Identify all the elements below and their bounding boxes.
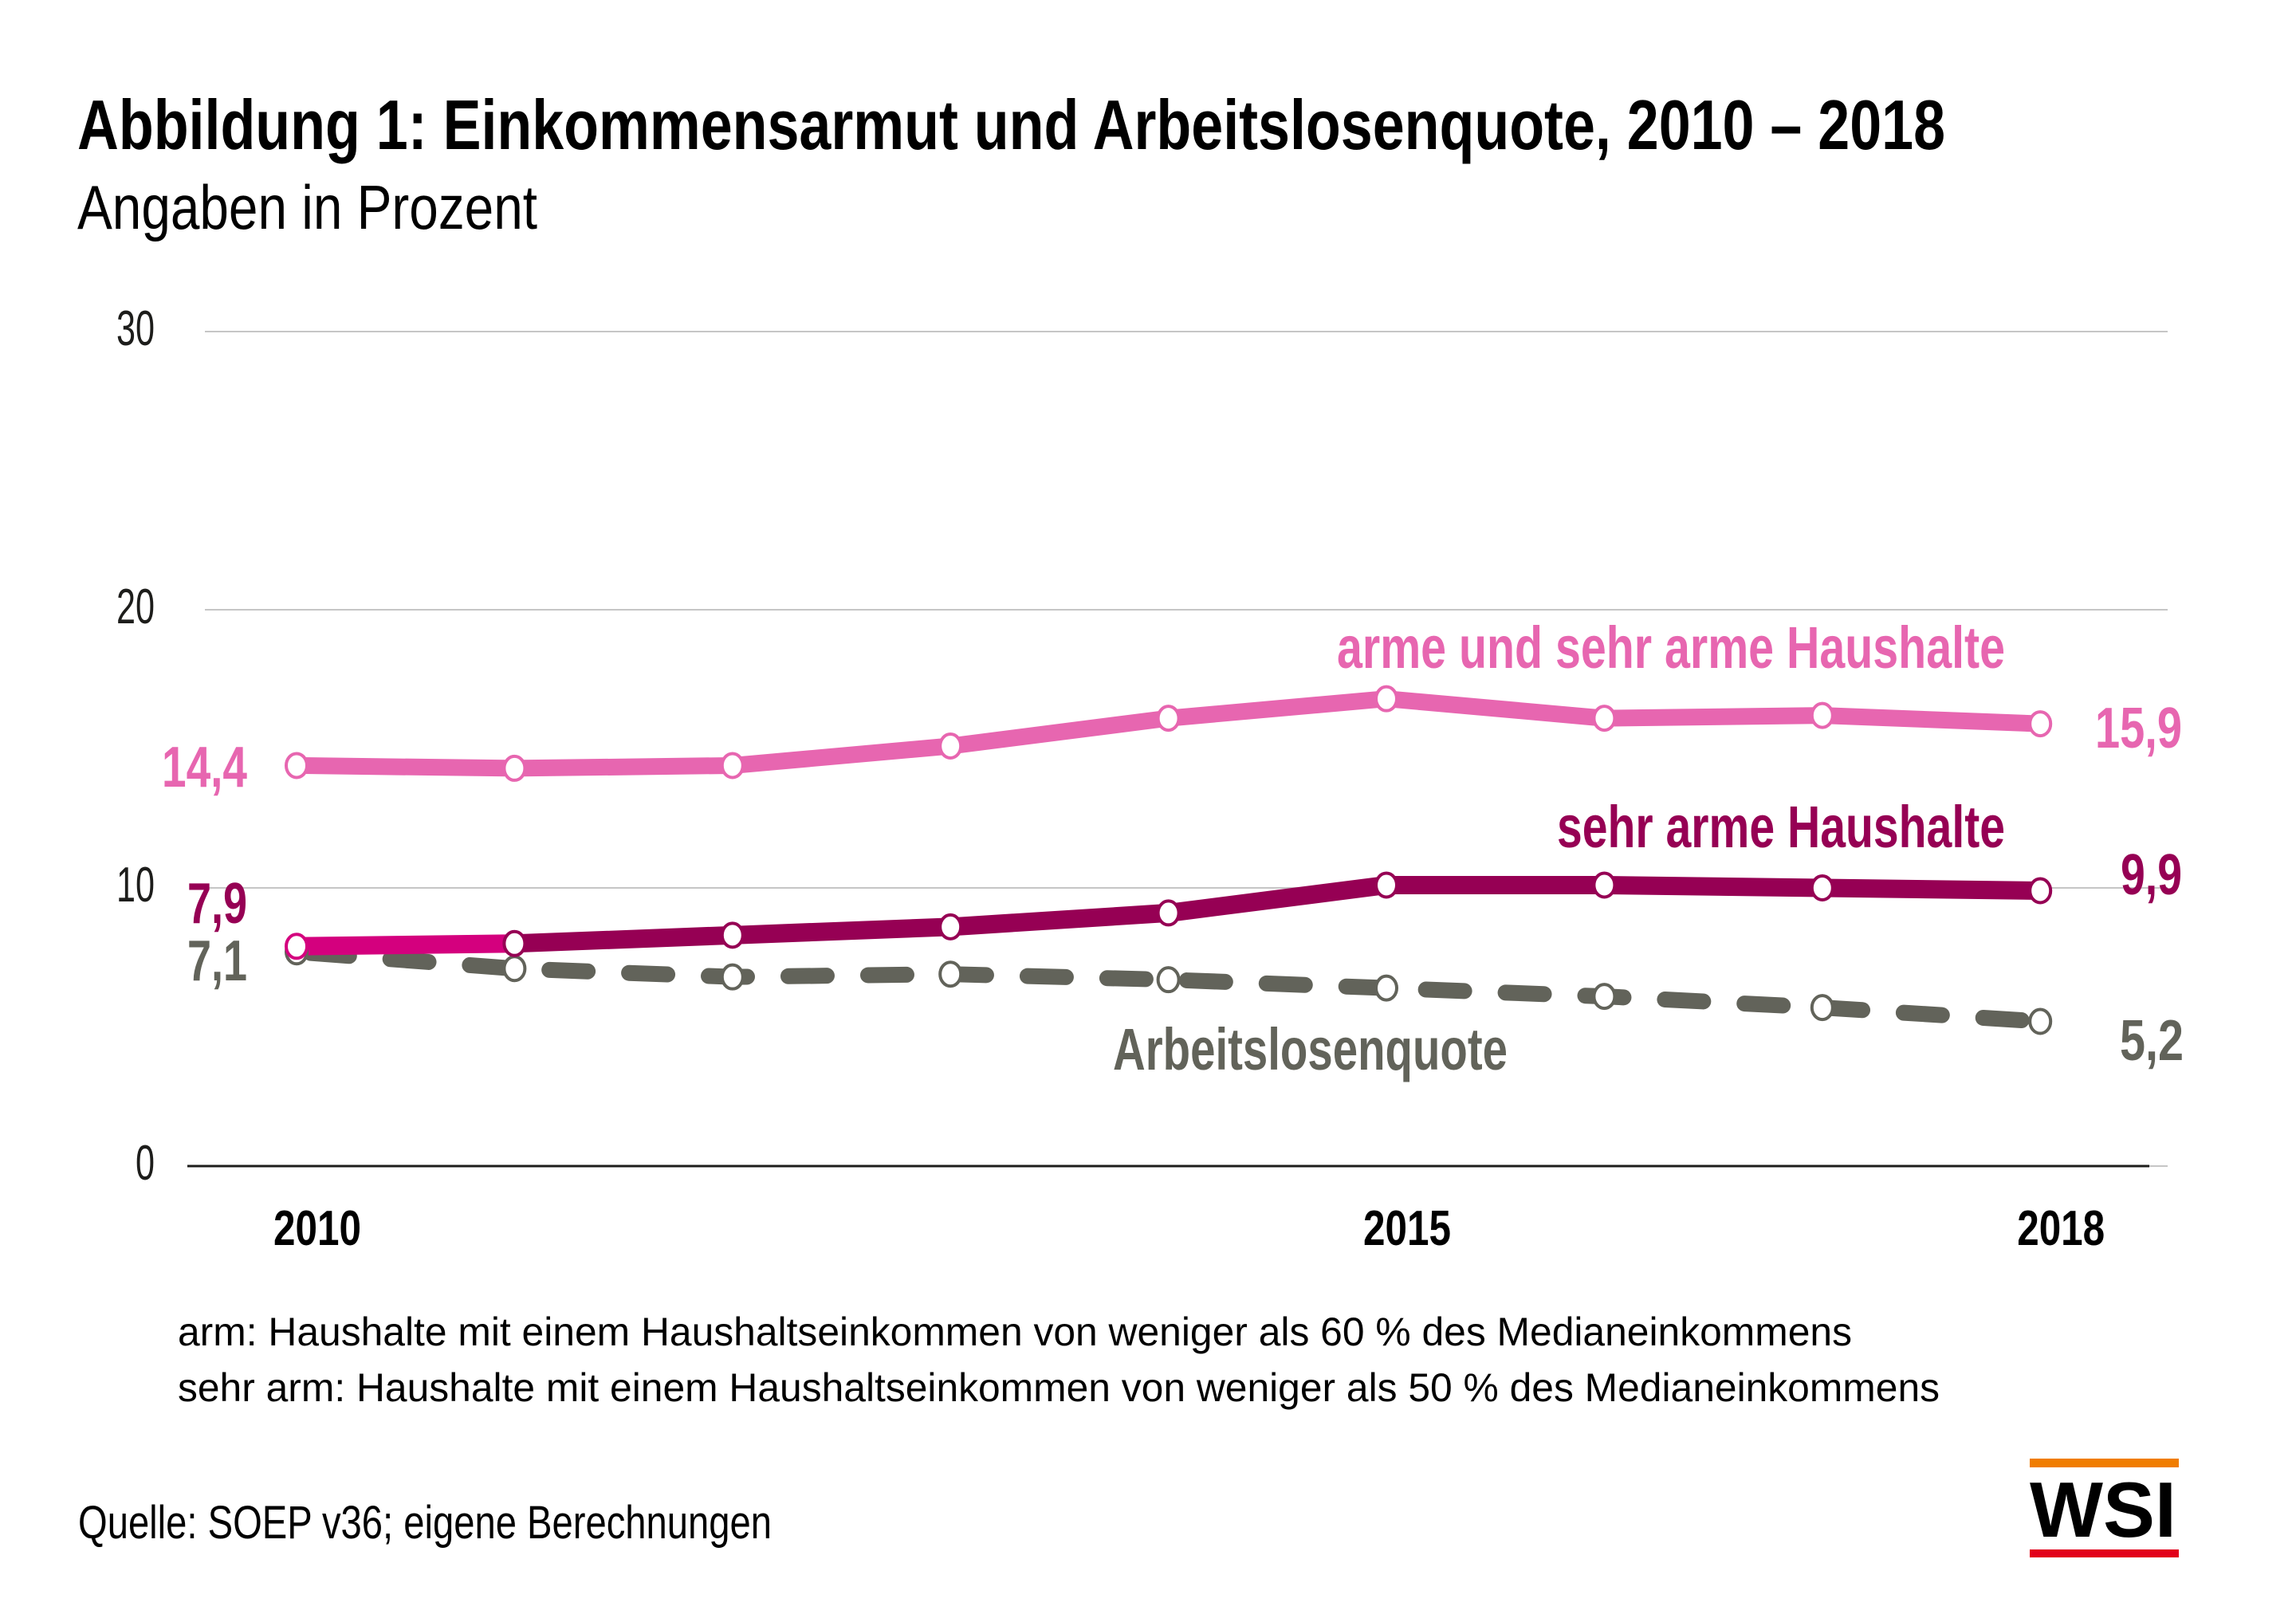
x-axis-tick-labels: 2010 2015 2018: [273, 1201, 2105, 1256]
y-tick-label: 20: [116, 579, 155, 634]
data-point-arme-und-sehr-arme-haushalte-2015: [1374, 685, 1398, 713]
value-label-arbeitslosenquote-start: 7,1: [187, 929, 247, 993]
data-point-arbeitslosenquote-2015: [1374, 974, 1398, 1002]
series-label-arme-und-sehr-arme: arme und sehr arme Haushalte: [1337, 615, 2005, 681]
data-point-sehr-arme-haushalte-2018: [2028, 877, 2053, 905]
y-tick-label: 10: [116, 858, 155, 913]
wsi-logo: WSI: [2030, 1459, 2179, 1557]
data-point-arme-und-sehr-arme-haushalte-2011: [502, 754, 527, 782]
data-point-sehr-arme-haushalte-2015: [1374, 871, 1398, 899]
data-point-arbeitslosenquote-2013: [938, 960, 963, 988]
x-tick-label: 2010: [273, 1201, 361, 1256]
data-point-arme-und-sehr-arme-haushalte-2014: [1156, 705, 1181, 732]
data-point-arbeitslosenquote-2017: [1810, 994, 1834, 1022]
value-label-arme-start: 14,4: [162, 736, 247, 799]
y-tick-label: 30: [116, 301, 155, 356]
data-point-sehr-arme-haushalte-2012: [720, 921, 745, 949]
chart-title: Abbildung 1: Einkommensarmut und Arbeits…: [77, 85, 1945, 164]
series-line-arbeitslosenquote: [289, 944, 2049, 1030]
data-point-arme-und-sehr-arme-haushalte-2017: [1810, 701, 1834, 729]
value-label-arme-end: 15,9: [2095, 697, 2182, 760]
logo-top-bar: [2030, 1459, 2179, 1467]
data-point-arbeitslosenquote-2016: [1592, 983, 1617, 1011]
logo-text: WSI: [2030, 1466, 2176, 1553]
data-point-arbeitslosenquote-2018: [2028, 1007, 2053, 1035]
data-point-arme-und-sehr-arme-haushalte-2012: [720, 752, 745, 780]
series-line-sehr-arme-haushalte: [513, 876, 2041, 953]
markers-layer: [285, 685, 2053, 1035]
data-point-arbeitslosenquote-2014: [1156, 966, 1181, 994]
footnote-sehr-arm: sehr arm: Haushalte mit einem Haushaltse…: [178, 1365, 1940, 1410]
data-point-sehr-arme-haushalte-2013: [938, 913, 963, 941]
series-label-sehr-arme: sehr arme Haushalte: [1557, 794, 2005, 860]
data-point-sehr-arme-haushalte-2011: [502, 929, 527, 957]
data-point-arme-und-sehr-arme-haushalte-2018: [2028, 710, 2053, 738]
y-axis-tick-labels: 0 10 20 30: [116, 301, 155, 1191]
data-point-arbeitslosenquote-2012: [720, 963, 745, 991]
data-point-sehr-arme-haushalte-2010: [285, 933, 309, 960]
series-first-segment-sehr-arme-haushalte: [296, 934, 515, 956]
data-point-arme-und-sehr-arme-haushalte-2010: [285, 752, 309, 780]
data-point-arme-und-sehr-arme-haushalte-2016: [1592, 705, 1617, 732]
source-note: Quelle: SOEP v36; eigene Berechnungen: [78, 1497, 772, 1549]
value-label-arbeitslosenquote-end: 5,2: [2120, 1009, 2184, 1073]
logo-bottom-bar: [2030, 1549, 2179, 1557]
value-label-sehr-arme-start: 7,9: [187, 872, 247, 936]
data-point-sehr-arme-haushalte-2016: [1592, 871, 1617, 899]
x-tick-label: 2015: [1363, 1201, 1451, 1256]
y-tick-label: 0: [136, 1136, 155, 1191]
data-point-arbeitslosenquote-2011: [502, 955, 527, 983]
value-label-sehr-arme-end: 9,9: [2121, 843, 2182, 907]
data-point-sehr-arme-haushalte-2017: [1810, 874, 1834, 901]
data-point-sehr-arme-haushalte-2014: [1156, 899, 1181, 927]
series-label-arbeitslosenquote: Arbeitslosenquote: [1113, 1016, 1508, 1082]
footnote-arm: arm: Haushalte mit einem Haushaltseinkom…: [178, 1310, 1852, 1354]
data-point-arme-und-sehr-arme-haushalte-2013: [938, 732, 963, 760]
chart-subtitle: Angaben in Prozent: [77, 172, 537, 242]
x-tick-label: 2018: [2017, 1201, 2105, 1256]
